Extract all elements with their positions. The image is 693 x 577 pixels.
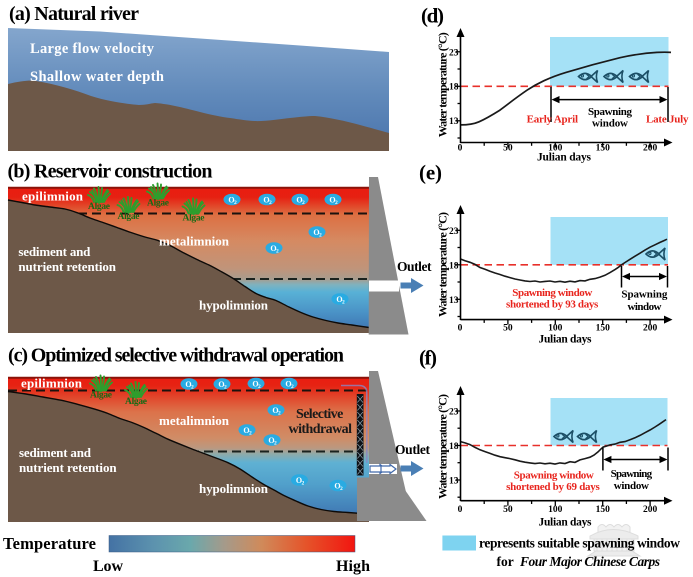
- svg-text:(d): (d): [421, 4, 444, 28]
- svg-text:shortened by 93 days: shortened by 93 days: [506, 299, 599, 311]
- svg-text:epilimnion: epilimnion: [22, 189, 84, 204]
- svg-text:window: window: [592, 117, 628, 129]
- svg-text:Temperature: Temperature: [3, 534, 96, 553]
- svg-text:metalimnion: metalimnion: [159, 413, 230, 428]
- svg-text:100: 100: [548, 144, 563, 154]
- svg-text:13: 13: [449, 296, 459, 306]
- svg-text:0: 0: [458, 505, 463, 515]
- svg-text:sediment and: sediment and: [19, 445, 92, 460]
- svg-text:13: 13: [449, 117, 459, 127]
- svg-text:metalimnion: metalimnion: [159, 234, 230, 249]
- svg-text:Spawning window: Spawning window: [512, 287, 592, 299]
- svg-text:18: 18: [449, 442, 459, 452]
- svg-text:(e): (e): [419, 161, 442, 185]
- svg-text:200: 200: [643, 505, 658, 515]
- svg-text:100: 100: [548, 324, 563, 334]
- svg-text:50: 50: [503, 505, 513, 515]
- svg-text:hypolimnion: hypolimnion: [199, 481, 269, 496]
- svg-text:13: 13: [449, 477, 459, 487]
- svg-text:hypolimnion: hypolimnion: [199, 298, 269, 313]
- svg-text:Spawning: Spawning: [611, 468, 653, 480]
- svg-text:Julian days: Julian days: [539, 334, 593, 346]
- svg-text:Julian days: Julian days: [539, 517, 593, 529]
- svg-text:window: window: [614, 480, 649, 492]
- svg-text:shortened by 69 days: shortened by 69 days: [506, 481, 600, 493]
- svg-text:Outlet: Outlet: [395, 442, 431, 457]
- svg-text:Spawning window: Spawning window: [514, 470, 594, 482]
- svg-text:window: window: [628, 301, 662, 313]
- svg-text:(f): (f): [419, 346, 437, 370]
- svg-text:(c) Optimized selective withdr: (c) Optimized selective withdrawal opera…: [8, 345, 344, 367]
- svg-text:100: 100: [548, 505, 563, 515]
- svg-text:High: High: [336, 558, 370, 575]
- svg-text:Outlet: Outlet: [397, 259, 432, 274]
- svg-text:150: 150: [596, 505, 611, 515]
- svg-text:(a) Natural river: (a) Natural river: [9, 3, 139, 25]
- svg-text:150: 150: [596, 144, 611, 154]
- svg-text:Julian days: Julian days: [537, 152, 592, 164]
- svg-text:for: for: [497, 554, 514, 569]
- svg-text:Large flow velocity: Large flow velocity: [30, 41, 155, 57]
- svg-text:nutrient retention: nutrient retention: [18, 259, 116, 274]
- svg-text:Spawning: Spawning: [588, 106, 633, 118]
- svg-text:Four Major Chinese Carps: Four Major Chinese Carps: [519, 554, 660, 569]
- svg-text:sediment and: sediment and: [18, 244, 91, 259]
- svg-text:23: 23: [449, 48, 459, 58]
- svg-text:Low: Low: [93, 558, 123, 575]
- svg-text:withdrawal: withdrawal: [289, 422, 353, 437]
- svg-text:23: 23: [449, 408, 459, 418]
- svg-text:50: 50: [503, 324, 513, 334]
- svg-text:represents suitable spawning w: represents suitable spawning window: [479, 536, 680, 551]
- svg-text:0: 0: [458, 324, 463, 334]
- svg-text:epilimnion: epilimnion: [21, 376, 83, 391]
- svg-text:200: 200: [643, 144, 658, 154]
- svg-text:150: 150: [596, 324, 611, 334]
- svg-text:Early April: Early April: [527, 114, 578, 126]
- svg-text:Water temperature (°C): Water temperature (°C): [435, 394, 449, 499]
- svg-text:200: 200: [643, 324, 658, 334]
- svg-text:50: 50: [503, 144, 513, 154]
- svg-text:0: 0: [458, 144, 463, 154]
- svg-text:Shallow water depth: Shallow water depth: [30, 69, 164, 85]
- svg-text:18: 18: [449, 83, 459, 93]
- svg-text:(b) Reservoir construction: (b) Reservoir construction: [8, 161, 213, 183]
- svg-text:Spawning: Spawning: [621, 289, 668, 301]
- svg-text:18: 18: [449, 261, 459, 271]
- svg-text:Water temperature (°C): Water temperature (°C): [435, 32, 449, 137]
- svg-text:Selective: Selective: [296, 407, 343, 422]
- svg-text:Late July: Late July: [646, 114, 689, 126]
- svg-text:nutrient retention: nutrient retention: [19, 460, 117, 475]
- svg-text:Water temperature (°C): Water temperature (°C): [435, 212, 449, 317]
- svg-text:23: 23: [449, 227, 459, 237]
